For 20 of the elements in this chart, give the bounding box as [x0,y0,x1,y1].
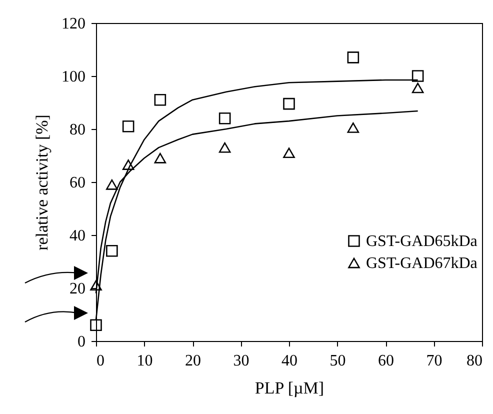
x-tick-label: 0 [96,352,104,370]
y-tick-label: 0 [78,334,86,350]
x-tick-label: 60 [378,352,394,370]
x-tick-label: 20 [185,352,201,370]
x-tick-label: 70 [426,352,442,370]
y-tick-label: 60 [70,174,86,192]
x-tick-label: 30 [233,352,250,370]
y-tick-label: 20 [70,280,86,298]
x-tick-label: 50 [330,352,346,370]
y-axis-title: relative activity [%] [32,114,52,250]
y-tick-label: 80 [70,122,86,138]
x-tick-label: 80 [466,352,482,370]
legend-label: GST-GAD67kDa [366,255,478,272]
y-tick-label: 40 [70,228,86,244]
y-tick-label: 120 [62,16,86,32]
x-tick-label: 10 [136,352,153,370]
y-tick-label: 100 [62,68,86,86]
x-axis-title: PLP [µM] [254,378,324,398]
legend-label: GST-GAD65kDa [366,233,478,250]
x-tick-label: 40 [282,352,298,370]
